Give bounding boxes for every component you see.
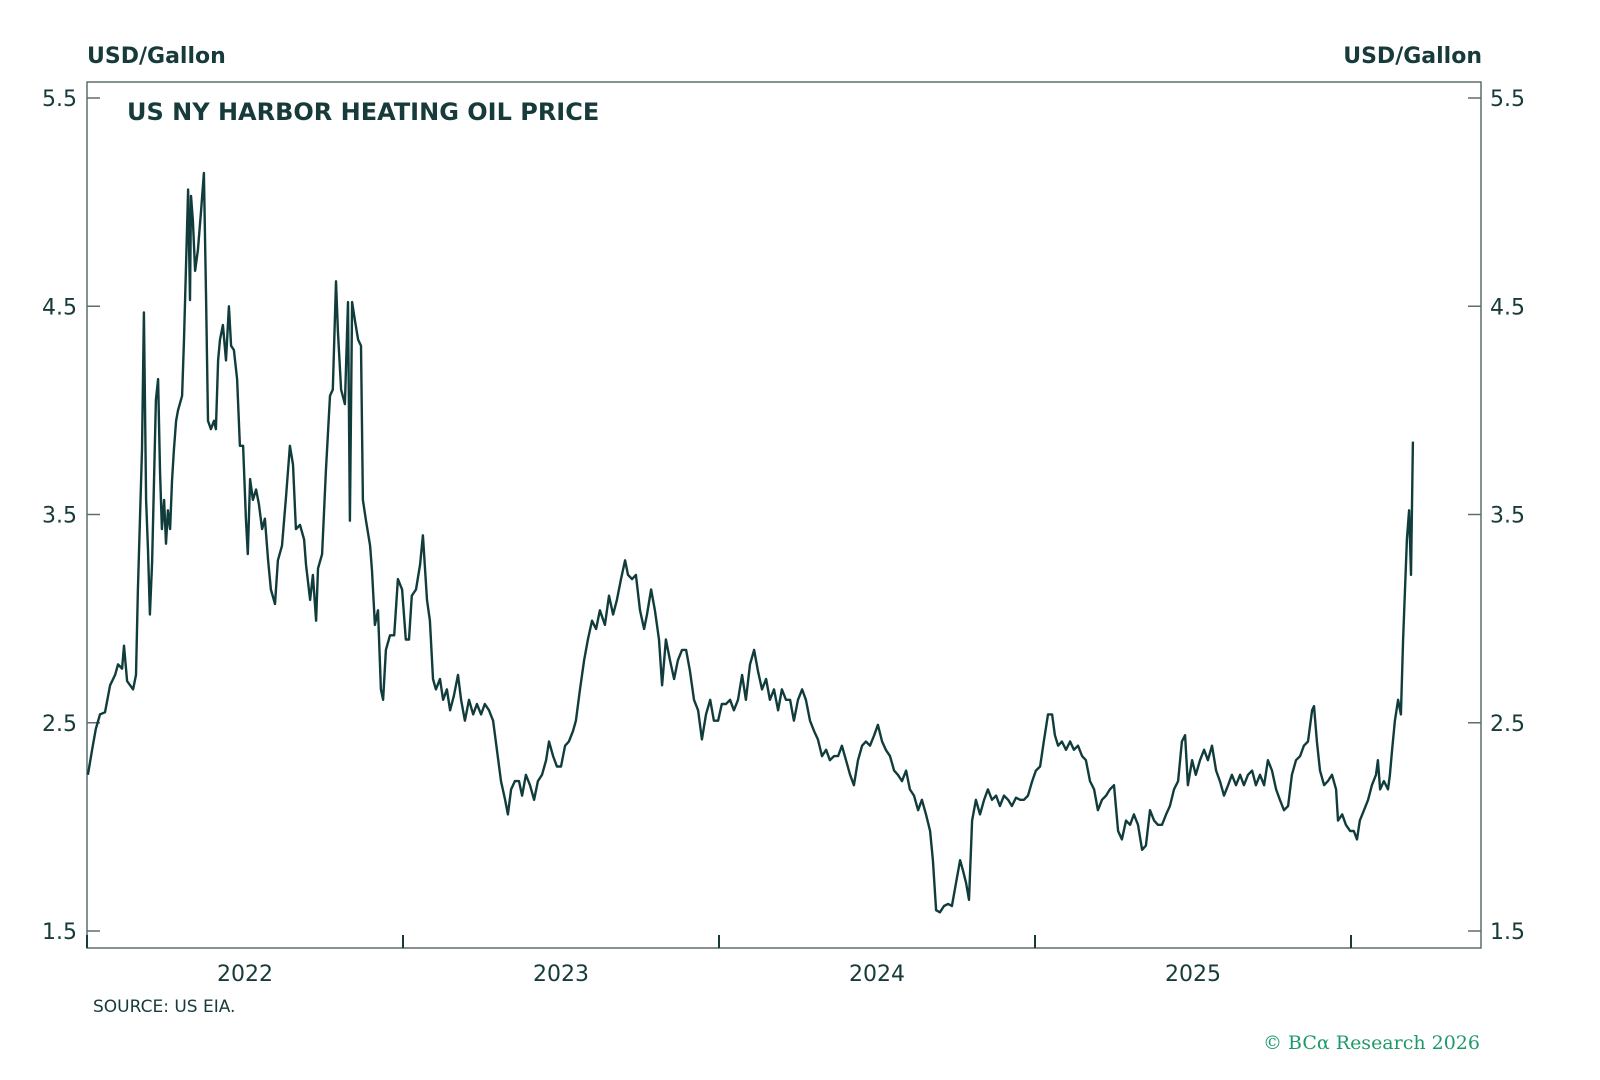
y-tick-label-right: 2.5	[1490, 712, 1525, 737]
y-tick-label-left: 1.5	[42, 920, 77, 945]
price-series-line	[86, 171, 1415, 914]
copyright-logo: © BCα Research 2026	[1263, 1032, 1480, 1054]
y-tick-label-left: 3.5	[42, 504, 77, 529]
y-tick-label-left: 2.5	[42, 712, 77, 737]
y-tick-label-right: 3.5	[1490, 504, 1525, 529]
x-tick-label: 2024	[849, 962, 905, 987]
y-tick-label-right: 5.5	[1490, 87, 1525, 112]
left-axis-unit-label: USD/Gallon	[87, 44, 226, 69]
y-tick-label-right: 1.5	[1490, 920, 1525, 945]
x-tick-label: 2025	[1165, 962, 1221, 987]
x-tick-label: 2022	[217, 962, 273, 987]
source-note: SOURCE: US EIA.	[93, 997, 236, 1017]
y-tick-label-right: 4.5	[1490, 295, 1525, 320]
right-axis-unit-label: USD/Gallon	[1343, 44, 1482, 69]
chart-title: US NY HARBOR HEATING OIL PRICE	[127, 98, 599, 126]
y-tick-label-left: 5.5	[42, 87, 77, 112]
x-tick-label: 2023	[533, 962, 589, 987]
y-tick-label-left: 4.5	[42, 295, 77, 320]
